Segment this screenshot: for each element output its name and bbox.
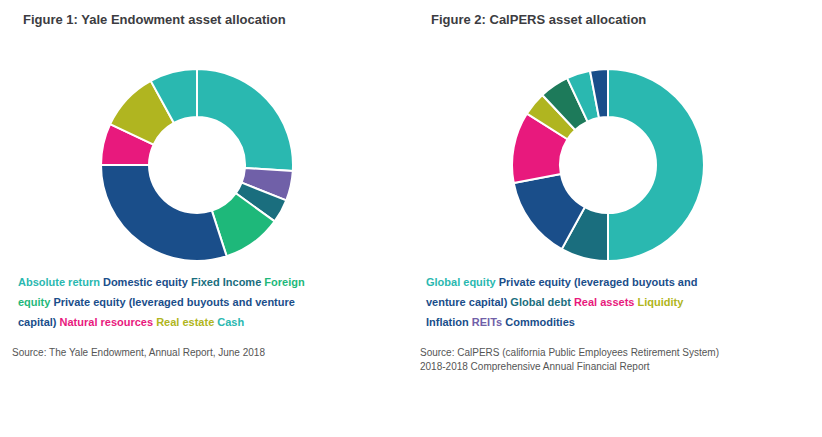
svg-text:Cash: Cash <box>217 316 244 328</box>
svg-text:Foreign: Foreign <box>264 276 305 288</box>
svg-text:Fixed Income: Fixed Income <box>191 276 264 288</box>
svg-text:Liquidity: Liquidity <box>638 296 685 308</box>
svg-text:Global equity: Global equity <box>426 276 499 288</box>
svg-text:REITs: REITs <box>472 316 505 328</box>
svg-text:Commodities: Commodities <box>505 316 575 328</box>
svg-text:venture capital): venture capital) <box>426 296 510 308</box>
svg-text:Inflation: Inflation <box>426 316 472 328</box>
svg-text:Natural resources: Natural resources <box>60 316 157 328</box>
svg-text:Private equity (leveraged buyo: Private equity (leveraged buyouts and ve… <box>53 296 294 308</box>
svg-text:Private equity (leveraged buyo: Private equity (leveraged buyouts and <box>499 276 698 288</box>
svg-text:Source: CalPERS (california Pu: Source: CalPERS (california Public Emplo… <box>420 347 719 358</box>
svg-text:Real assets: Real assets <box>574 296 638 308</box>
svg-text:Global debt: Global debt <box>510 296 574 308</box>
svg-text:Real estate: Real estate <box>156 316 217 328</box>
svg-text:equity: equity <box>18 296 53 308</box>
svg-text:Absolute return: Absolute return <box>18 276 103 288</box>
svg-text:Source: The Yale Endowment, An: Source: The Yale Endowment, Annual Repor… <box>12 347 265 358</box>
svg-text:Figure 1: Yale Endowment asset: Figure 1: Yale Endowment asset allocatio… <box>23 12 286 27</box>
svg-text:capital): capital) <box>18 316 60 328</box>
svg-text:2018-2018 Comprehensive Annual: 2018-2018 Comprehensive Annual Financial… <box>420 361 650 372</box>
svg-text:Domestic equity: Domestic equity <box>103 276 191 288</box>
svg-text:Figure 2: CalPERS asset alloca: Figure 2: CalPERS asset allocation <box>431 12 646 27</box>
